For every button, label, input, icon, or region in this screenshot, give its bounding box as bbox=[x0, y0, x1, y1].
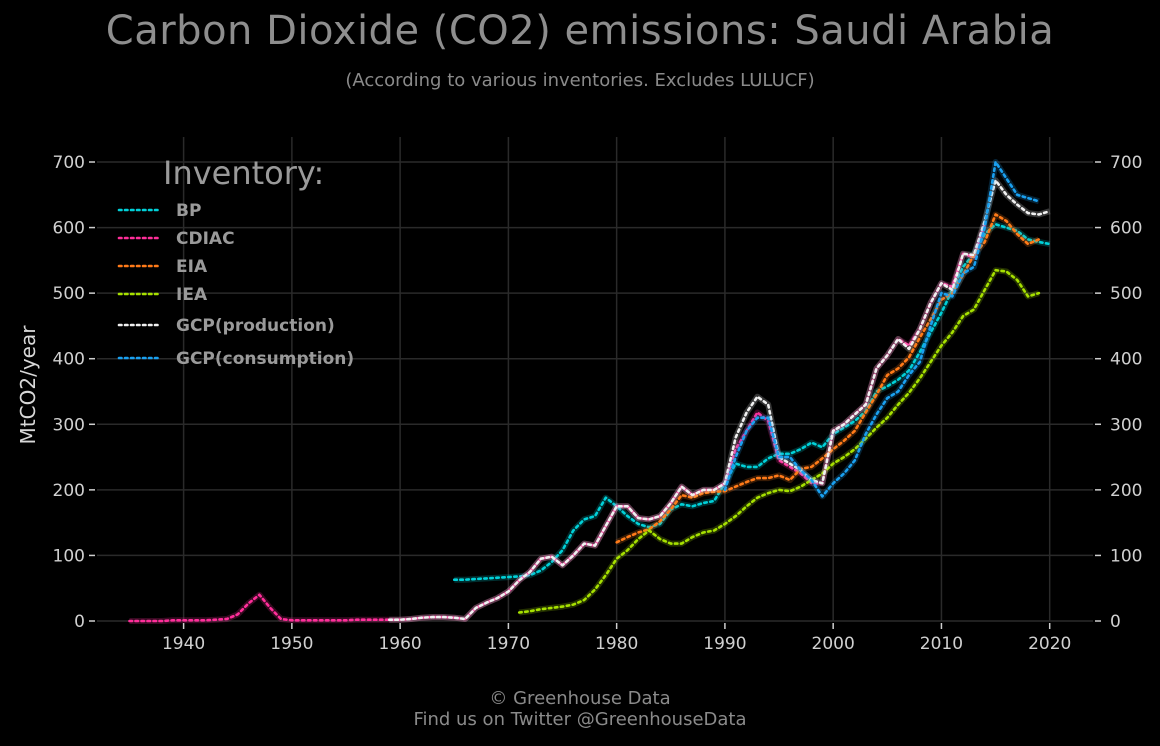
x-tick-label: 2000 bbox=[812, 634, 855, 654]
chart-subtitle: (According to various inventories. Exclu… bbox=[345, 70, 815, 91]
y-tick-label-left: 300 bbox=[53, 415, 85, 435]
legend-entry: CDIAC bbox=[176, 229, 235, 249]
series-glow-gcp-production bbox=[389, 177, 1051, 623]
y-axis-label: MtCO2/year bbox=[16, 325, 40, 445]
legend-entry: EIA bbox=[176, 257, 208, 277]
y-tick-label-right: 200 bbox=[1110, 481, 1142, 501]
legend-entry: GCP(production) bbox=[176, 316, 335, 336]
x-tick-label: 1960 bbox=[378, 634, 421, 654]
legend: Inventory: BP CDIAC EIA IEA GCP(production) G… bbox=[117, 154, 354, 369]
y-tick-label-right: 0 bbox=[1110, 612, 1121, 632]
x-tick-label: 1940 bbox=[162, 634, 205, 654]
x-tick-label: 2010 bbox=[920, 634, 963, 654]
y-tick-label-left: 400 bbox=[53, 350, 85, 370]
y-tick-label-left: 500 bbox=[53, 284, 85, 304]
series-line-gcp-production bbox=[387, 179, 1051, 622]
axes: 1940 1950 1960 1970 1980 1990 2000 2010 2020 0 0 10… bbox=[53, 153, 1143, 654]
copyright-text: © Greenhouse Data bbox=[489, 688, 671, 709]
y-tick-label-right: 500 bbox=[1110, 284, 1142, 304]
legend-title: Inventory: bbox=[163, 154, 324, 192]
y-tick-label-left: 100 bbox=[53, 546, 85, 566]
x-tick-label: 1950 bbox=[270, 634, 313, 654]
y-tick-label-left: 200 bbox=[53, 481, 85, 501]
series-line-gcp-consumption bbox=[723, 160, 1041, 498]
grid-lines bbox=[97, 137, 1093, 622]
y-tick-label-left: 700 bbox=[53, 153, 85, 173]
series-glow-gcp-consumption bbox=[722, 159, 1040, 500]
x-tick-label: 1970 bbox=[487, 634, 530, 654]
y-tick-label-left: 600 bbox=[53, 219, 85, 239]
y-tick-label-right: 700 bbox=[1110, 153, 1142, 173]
series-line-iea bbox=[517, 268, 1041, 614]
y-tick-label-right: 300 bbox=[1110, 415, 1142, 435]
footer: © Greenhouse Data Find us on Twitter @Gr… bbox=[0, 688, 1160, 730]
x-tick-label: 2020 bbox=[1028, 634, 1071, 654]
y-tick-label-right: 100 bbox=[1110, 546, 1142, 566]
y-tick-label-right: 600 bbox=[1110, 219, 1142, 239]
legend-entry: BP bbox=[176, 201, 201, 221]
x-tick-label: 1990 bbox=[703, 634, 746, 654]
series-line-bp bbox=[452, 223, 1051, 582]
chart-title: Carbon Dioxide (CO2) emissions: Saudi Ar… bbox=[105, 8, 1055, 54]
y-tick-label-right: 400 bbox=[1110, 350, 1142, 370]
legend-entry: IEA bbox=[176, 285, 208, 305]
twitter-handle-text: Find us on Twitter @GreenhouseData bbox=[413, 709, 747, 730]
series-group bbox=[128, 159, 1051, 624]
x-tick-label: 1980 bbox=[595, 634, 638, 654]
legend-entry: GCP(consumption) bbox=[176, 349, 354, 369]
y-tick-label-left: 0 bbox=[74, 612, 85, 632]
